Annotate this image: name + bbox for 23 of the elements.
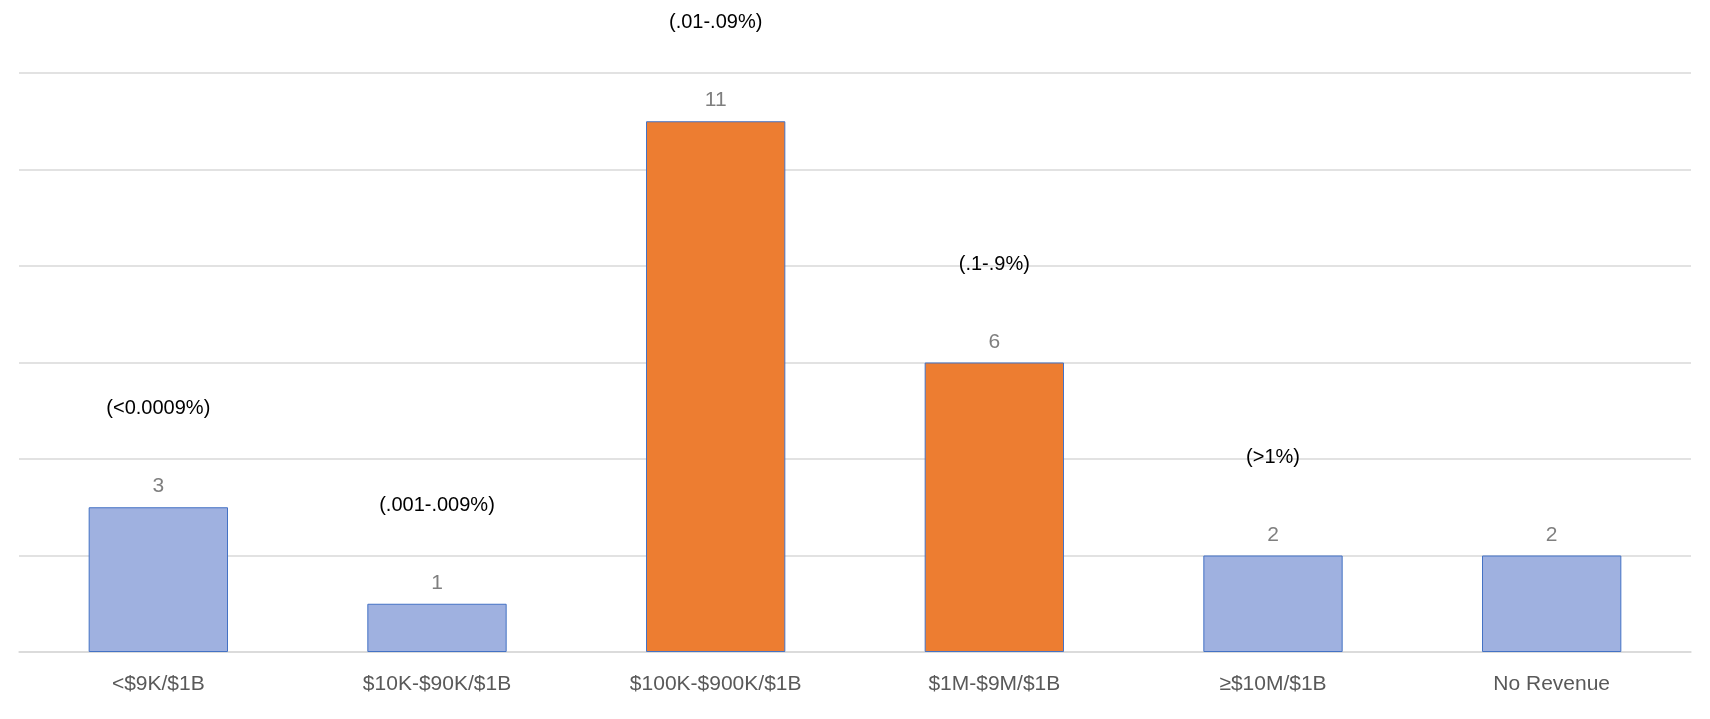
annotation: (>1%) bbox=[1246, 444, 1300, 467]
bar bbox=[924, 362, 1064, 652]
bar bbox=[1203, 555, 1343, 652]
data-label: 3 bbox=[152, 473, 165, 497]
annotation: (.1-.9%) bbox=[958, 251, 1030, 274]
data-label: 11 bbox=[704, 87, 727, 111]
bar bbox=[1482, 555, 1622, 652]
annotation: (.001-.009%) bbox=[379, 492, 495, 515]
x-tick-label: ≥$10M/$1B bbox=[1219, 671, 1327, 694]
x-tick-label: $1M-$9M/$1B bbox=[928, 671, 1061, 694]
x-tick-label: $10K-$90K/$1B bbox=[362, 671, 512, 694]
data-label: 1 bbox=[431, 569, 443, 593]
data-label: 6 bbox=[988, 328, 1001, 352]
text: (.01-.09%) bbox=[668, 10, 763, 33]
bar bbox=[646, 121, 786, 652]
bar bbox=[88, 507, 228, 652]
x-tick-label: <$9K/$1B bbox=[111, 671, 205, 694]
bar bbox=[367, 603, 507, 652]
annotation: (<0.0009%) bbox=[106, 396, 211, 419]
data-label: 2 bbox=[1267, 521, 1279, 545]
x-tick-label: No Revenue bbox=[1493, 671, 1611, 694]
data-label: 2 bbox=[1545, 521, 1558, 545]
x-tick-label: $100K-$900K/$1B bbox=[629, 671, 802, 694]
